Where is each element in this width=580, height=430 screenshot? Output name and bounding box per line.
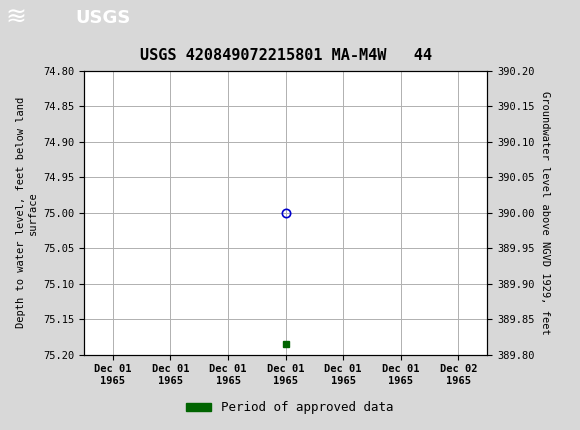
Title: USGS 420849072215801 MA-M4W   44: USGS 420849072215801 MA-M4W 44 <box>140 48 432 63</box>
Y-axis label: Groundwater level above NGVD 1929, feet: Groundwater level above NGVD 1929, feet <box>540 91 550 335</box>
Text: ≋: ≋ <box>6 6 27 30</box>
Y-axis label: Depth to water level, feet below land
surface: Depth to water level, feet below land su… <box>16 97 38 329</box>
Legend: Period of approved data: Period of approved data <box>181 396 399 419</box>
Text: USGS: USGS <box>75 9 130 27</box>
